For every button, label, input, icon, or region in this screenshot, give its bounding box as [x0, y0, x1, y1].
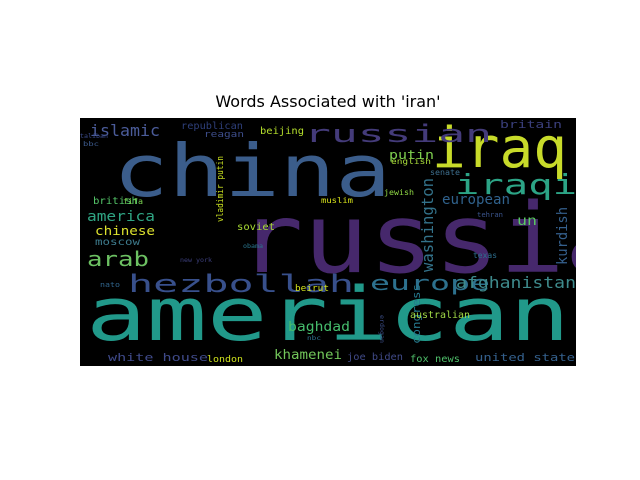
- word-nato: nato: [100, 281, 120, 289]
- word-britain: britain: [500, 118, 562, 131]
- word-afghanistan: afghanistan: [456, 273, 576, 292]
- word-american: american: [86, 272, 570, 358]
- word-kurdish: kurdish: [555, 207, 571, 265]
- word-congress: congress: [410, 284, 423, 344]
- word-bbc: bbc: [83, 141, 100, 148]
- word-khamenei: khamenei: [274, 348, 342, 363]
- word-australian: australian: [410, 310, 470, 321]
- word-london: london: [207, 355, 243, 365]
- word-obama: obama: [243, 243, 263, 250]
- word-texas: texas: [473, 251, 497, 260]
- word-america: america: [87, 209, 155, 225]
- word-russian: russian: [304, 120, 492, 148]
- word-white-house: white house: [108, 351, 208, 364]
- word-chinese: chinese: [95, 224, 155, 238]
- word-nbc: nbc: [307, 335, 321, 342]
- word-erdogan: erdogan: [378, 315, 385, 343]
- word-beijing: beijing: [260, 126, 304, 137]
- word-fifa: fifa: [123, 197, 143, 206]
- word-european: european: [442, 192, 510, 208]
- word-joe-biden: joe biden: [347, 352, 403, 363]
- word-tehran: tehran: [477, 211, 503, 219]
- word-russia: russia: [238, 183, 576, 295]
- word-reagan: reagan: [204, 130, 244, 140]
- word-baghdad: baghdad: [288, 320, 350, 335]
- word-soviet: soviet: [237, 222, 275, 233]
- word-senate: senate: [430, 168, 460, 177]
- word-un: un: [517, 214, 537, 229]
- word-new-york: new york: [180, 257, 212, 264]
- word-iraq: iraq: [432, 118, 567, 181]
- word-hezbollah: hezbollah: [128, 270, 354, 298]
- word-washington: washington: [418, 178, 437, 272]
- word-china: china: [113, 129, 391, 213]
- word-putin: putin: [389, 148, 434, 162]
- word-moscow: moscow: [95, 237, 141, 248]
- word-jewish: jewish: [384, 188, 414, 197]
- wordcloud-canvas: russiaamerican china iraq hezbollah russian i…: [80, 118, 576, 366]
- word-europe: europe: [370, 271, 490, 295]
- word-united-state: united state: [475, 351, 575, 364]
- word-vladimir-putin: vladimir putin: [216, 156, 226, 222]
- word-islamic: islamic: [90, 121, 160, 140]
- wordcloud-svg: russiaamerican china iraq hezbollah russian i…: [80, 118, 576, 365]
- word-arab: arab: [87, 247, 149, 271]
- word-taliban: taliban: [80, 133, 108, 140]
- word-iraqi: iraqi: [455, 168, 576, 201]
- word-republican: republican: [181, 121, 243, 132]
- word-muslim: muslim: [321, 196, 353, 205]
- word-fox-news: fox news: [410, 354, 460, 365]
- word-british: british: [93, 196, 138, 207]
- word-english: english: [391, 157, 431, 166]
- word-beirut: beirut: [295, 284, 329, 294]
- chart-title: Words Associated with 'iran': [215, 92, 441, 111]
